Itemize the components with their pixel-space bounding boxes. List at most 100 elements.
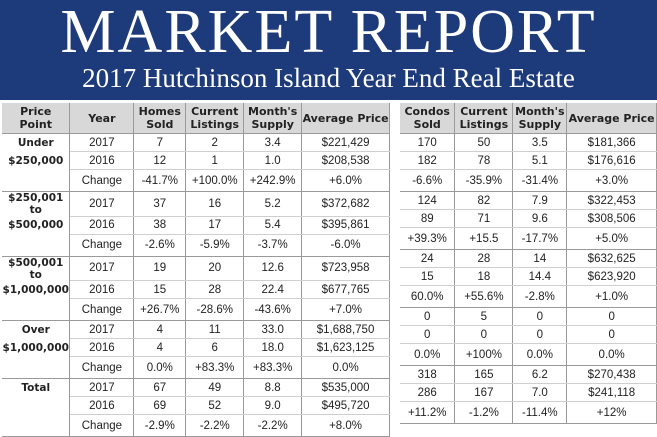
- price-point-spacer: [2, 234, 71, 257]
- table-row: $1,000,000 2016 15 28 22.4 $677,765: [2, 280, 390, 299]
- table-cell-price: $208,538: [301, 151, 390, 170]
- table-row: $500,000 2016 38 17 5.4 $395,861: [2, 216, 390, 235]
- table-cell-listings: 16: [185, 191, 245, 217]
- condos-table: Condos Sold Current Listings Month's Sup…: [400, 103, 657, 424]
- table-cell-supply: 6.2: [512, 365, 568, 384]
- table-cell-year: 2017: [69, 133, 135, 152]
- table-cell-price: +1.0%: [566, 285, 657, 308]
- table-row: Change -2.6% -5.9% -3.7% -6.0%: [2, 234, 390, 257]
- table-cell-year: 2016: [69, 338, 135, 357]
- table-cell-price: $221,429: [301, 133, 390, 152]
- table-cell-supply: 7.9: [512, 191, 568, 210]
- table-cell-price: +6.0%: [301, 169, 390, 192]
- homes-table: Price Point Year Homes Sold Current List…: [2, 103, 390, 437]
- report-tables: Price Point Year Homes Sold Current List…: [0, 103, 657, 437]
- table-cell-listings: 167: [454, 383, 514, 402]
- table-cell-supply: 0: [512, 325, 568, 344]
- table-cell-sold: 7: [133, 133, 187, 152]
- table-cell-sold: 67: [133, 378, 187, 397]
- table-cell-supply: 12.6: [243, 256, 303, 281]
- table-cell-price: +7.0%: [301, 298, 390, 321]
- table-cell-price: +5.0%: [566, 227, 657, 250]
- table-cell-supply: 9.0: [243, 396, 303, 415]
- table-cell-price: $535,000: [301, 378, 390, 397]
- table-row: $500,001 to 2017 19 20 12.6 $723,958: [2, 256, 390, 281]
- table-row: 60.0% +55.6% -2.8% +1.0%: [400, 285, 657, 308]
- table-cell-sold: 0.0%: [133, 356, 187, 379]
- table-cell-supply: +83.3%: [243, 356, 303, 379]
- table-row: 2016 69 52 9.0 $495,720: [2, 396, 390, 415]
- table-cell-supply: -2.8%: [512, 285, 568, 308]
- price-point-label: Total: [2, 378, 71, 397]
- table-cell-listings: 165: [454, 365, 514, 384]
- table-cell-listings: 18: [454, 267, 514, 286]
- table-cell-listings: 50: [454, 133, 514, 152]
- table-cell-supply: -11.4%: [512, 401, 568, 424]
- table-cell-year: Change: [69, 298, 135, 321]
- table-row: $250,001 to 2017 37 16 5.2 $372,682: [2, 191, 390, 217]
- table-cell-year: Change: [69, 356, 135, 379]
- table-cell-sold: -6.6%: [400, 169, 456, 192]
- table-cell-year: 2016: [69, 216, 135, 235]
- table-cell-listings: +83.3%: [185, 356, 245, 379]
- table-cell-sold: 286: [400, 383, 456, 402]
- table-cell-supply: 7.0: [512, 383, 568, 402]
- table-cell-price: +3.0%: [566, 169, 657, 192]
- table-cell-price: $623,920: [566, 267, 657, 286]
- table-cell-supply: 5.2: [243, 191, 303, 217]
- col-header-months-supply: Month's Supply: [243, 103, 303, 134]
- table-cell-listings: 82: [454, 191, 514, 210]
- price-point-spacer: [2, 169, 71, 192]
- table-cell-listings: -35.9%: [454, 169, 514, 192]
- table-row: Over 2017 4 11 33.0 $1,688,750: [2, 320, 390, 339]
- table-cell-sold: +11.2%: [400, 401, 456, 424]
- price-point-spacer: [2, 298, 71, 321]
- table-cell-listings: -2.2%: [185, 414, 245, 437]
- table-cell-price: -6.0%: [301, 234, 390, 257]
- table-cell-supply: 0: [512, 307, 568, 326]
- table-cell-listings: 17: [185, 216, 245, 235]
- col-header-condos-sold: Condos Sold: [400, 103, 456, 134]
- table-row: 318 165 6.2 $270,438: [400, 365, 657, 384]
- table-cell-price: $241,118: [566, 383, 657, 402]
- table-cell-price: 0: [566, 307, 657, 326]
- table-cell-price: $1,623,125: [301, 338, 390, 357]
- table-cell-sold: 38: [133, 216, 187, 235]
- table-cell-sold: -2.9%: [133, 414, 187, 437]
- table-row: 170 50 3.5 $181,366: [400, 133, 657, 152]
- price-point-label: Under: [2, 133, 71, 152]
- table-row: $250,000 2016 12 1 1.0 $208,538: [2, 151, 390, 170]
- price-point-label: $1,000,000: [2, 280, 71, 299]
- table-cell-sold: 69: [133, 396, 187, 415]
- table-cell-sold: 15: [400, 267, 456, 286]
- table-cell-listings: 20: [185, 256, 245, 281]
- table-row: 286 167 7.0 $241,118: [400, 383, 657, 402]
- table-cell-supply: 14.4: [512, 267, 568, 286]
- price-point-spacer: [2, 356, 71, 379]
- table-cell-listings: 49: [185, 378, 245, 397]
- table-cell-listings: 11: [185, 320, 245, 339]
- col-header-homes-sold: Homes Sold: [133, 103, 187, 134]
- table-cell-listings: +15.5: [454, 227, 514, 250]
- table-cell-listings: 28: [185, 280, 245, 299]
- homes-table-body: Under 2017 7 2 3.4 $221,429 $250,000 2016 12 1 1.0…: [2, 133, 390, 437]
- table-cell-price: $176,616: [566, 151, 657, 170]
- table-cell-price: $495,720: [301, 396, 390, 415]
- table-cell-price: $723,958: [301, 256, 390, 281]
- table-cell-price: $395,861: [301, 216, 390, 235]
- table-cell-sold: 89: [400, 209, 456, 228]
- table-cell-year: 2016: [69, 151, 135, 170]
- table-cell-year: 2016: [69, 280, 135, 299]
- table-cell-listings: 5: [454, 307, 514, 326]
- table-cell-sold: 0.0%: [400, 343, 456, 366]
- table-cell-price: $677,765: [301, 280, 390, 299]
- table-cell-year: 2017: [69, 320, 135, 339]
- table-cell-listings: 52: [185, 396, 245, 415]
- table-cell-listings: +55.6%: [454, 285, 514, 308]
- table-row: $1,000,000 2016 4 6 18.0 $1,623,125: [2, 338, 390, 357]
- table-cell-year: 2017: [69, 256, 135, 281]
- table-cell-price: $270,438: [566, 365, 657, 384]
- table-row: 182 78 5.1 $176,616: [400, 151, 657, 170]
